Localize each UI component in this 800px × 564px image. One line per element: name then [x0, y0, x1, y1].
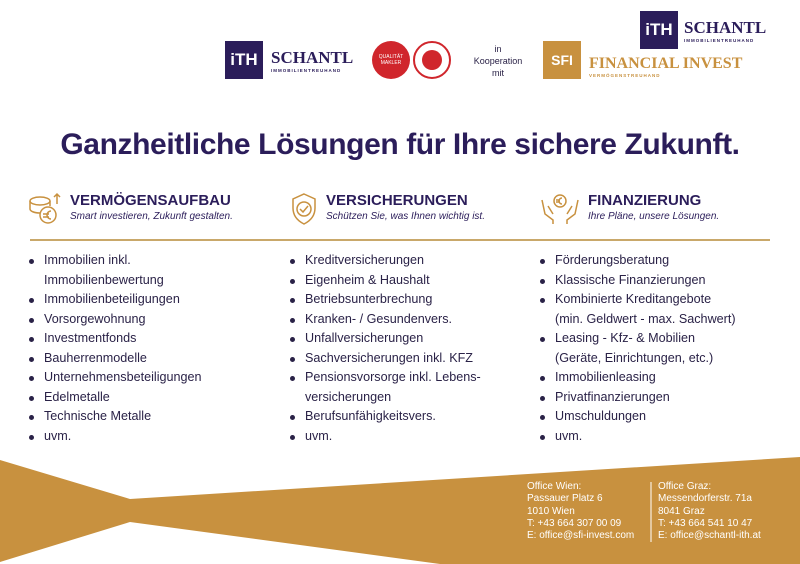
list-item: uvm.: [28, 427, 202, 447]
list-item: Edelmetalle: [28, 388, 202, 408]
list-item: (Geräte, Einrichtungen, etc.): [555, 350, 714, 365]
list-item: Unternehmensbeteiligungen: [28, 368, 202, 388]
list-item: Investmentfonds: [28, 329, 202, 349]
list-item: Technische Metalle: [28, 407, 202, 427]
schantl-logo: iTH SCHANTL IMMOBILIENTREUHAND: [225, 41, 353, 79]
list-item: Umschuldungen: [539, 407, 736, 427]
office-graz: Office Graz: Messendorferstr. 71a 8041 Gra…: [658, 481, 761, 542]
column-subtitle: Schützen Sie, was Ihnen wichtig ist.: [326, 211, 485, 222]
column-subtitle: Smart investieren, Zukunft gestalten.: [70, 211, 233, 222]
cooperation-line: in: [494, 44, 502, 54]
list-versicherungen: Kreditversicherungen Eigenheim & Haushalt…: [289, 251, 481, 446]
divider-line: [30, 239, 770, 241]
schantl-corner-logo: iTH SCHANTL IMMOBILIENTREUHAND: [640, 11, 766, 49]
ith-logo-mark: iTH: [225, 41, 263, 79]
office-line: 1010 Wien: [527, 505, 575, 517]
list-item: Kranken- / Gesundenvers.: [289, 310, 481, 330]
office-line: E: office@schantl-ith.at: [658, 530, 761, 542]
column-title: VERMÖGENSAUFBAU: [70, 192, 231, 209]
list-item: Klassische Finanzierungen: [539, 271, 736, 291]
coins-euro-icon: [29, 192, 61, 224]
column-title: FINANZIERUNG: [588, 192, 702, 209]
list-item: Bauherrenmodelle: [28, 349, 202, 369]
brand-tagline: VERMÖGENSTREUHAND: [589, 72, 661, 78]
office-line: T: +43 664 307 00 09: [527, 517, 622, 529]
list-item: Immobilienbewertung: [44, 272, 164, 287]
headline: Ganzheitliche Lösungen für Ihre sichere …: [60, 128, 740, 161]
list-finanzierung: Förderungsberatung Klassische Finanzierun…: [539, 251, 736, 446]
office-line: 8041 Graz: [658, 505, 705, 517]
cooperation-text: in Kooperation mit: [460, 43, 536, 79]
office-line: Office Wien:: [527, 481, 582, 492]
list-item: Immobilien inkl.: [28, 251, 202, 271]
column-header-finanzierung: FINANZIERUNG Ihre Pläne, unsere Lösungen.: [540, 192, 719, 226]
list-item: Vorsorgewohnung: [28, 310, 202, 330]
sfi-logo: SFI FINANCIAL INVEST VERMÖGENSTREUHAND: [543, 41, 742, 79]
ith-logo-mark: iTH: [640, 11, 678, 49]
list-item: Privatfinanzierungen: [539, 388, 736, 408]
list-item: Betriebsunterbrechung: [289, 290, 481, 310]
austria-seal: [413, 41, 451, 79]
hands-euro-icon: [541, 194, 579, 224]
list-item: Berufsunfähigkeitsvers.: [289, 407, 481, 427]
list-item: Förderungsberatung: [539, 251, 736, 271]
list-item: Immobilienleasing: [539, 368, 736, 388]
office-wien: Office Wien: Passauer Platz 6 1010 Wien T: …: [527, 481, 634, 542]
column-subtitle: Ihre Pläne, unsere Lösungen.: [588, 211, 720, 222]
brand-tagline: IMMOBILIENTREUHAND: [684, 37, 755, 43]
office-line: Office Graz:: [658, 481, 712, 492]
list-item: Pensionsvorsorge inkl. Lebens-: [289, 368, 481, 388]
quality-badge: QUALITÄT MAKLER: [372, 41, 410, 79]
list-item: Kombinierte Kreditangebote: [539, 290, 736, 310]
office-line: Messendorferstr. 71a: [658, 493, 752, 505]
office-line: E: office@sfi-invest.com: [527, 530, 635, 542]
list-item: versicherungen: [305, 389, 392, 404]
office-line: Passauer Platz 6: [527, 493, 603, 505]
column-header-vermoegensaufbau: VERMÖGENSAUFBAU Smart investieren, Zukunf…: [28, 192, 233, 226]
cooperation-line: Kooperation: [473, 56, 523, 66]
list-item: Immobilienbeteiligungen: [28, 290, 202, 310]
list-item: Leasing - Kfz- & Mobilien: [539, 329, 736, 349]
list-item: Eigenheim & Haushalt: [289, 271, 481, 291]
shield-check-icon: [292, 193, 316, 225]
brand-name: SCHANTL: [271, 47, 354, 67]
sfi-logo-mark: SFI: [543, 41, 581, 79]
list-item: Unfallversicherungen: [289, 329, 481, 349]
list-item: uvm.: [539, 427, 736, 447]
list-item: (min. Geldwert - max. Sachwert): [555, 311, 736, 326]
cooperation-line: mit: [492, 68, 504, 78]
list-item: Kreditversicherungen: [289, 251, 481, 271]
brand-name: SCHANTL: [684, 17, 767, 37]
list-item: Sachversicherungen inkl. KFZ: [289, 349, 481, 369]
brand-name: FINANCIAL INVEST: [589, 54, 743, 72]
list-vermoegensaufbau: Immobilien inkl. Immobilienbewertung Immob…: [28, 251, 202, 446]
office-line: T: +43 664 541 10 47: [658, 517, 753, 529]
column-header-versicherungen: VERSICHERUNGEN Schützen Sie, was Ihnen wi…: [290, 192, 485, 226]
brand-tagline: IMMOBILIENTREUHAND: [271, 67, 342, 73]
column-title: VERSICHERUNGEN: [326, 192, 468, 209]
list-item: uvm.: [289, 427, 481, 447]
